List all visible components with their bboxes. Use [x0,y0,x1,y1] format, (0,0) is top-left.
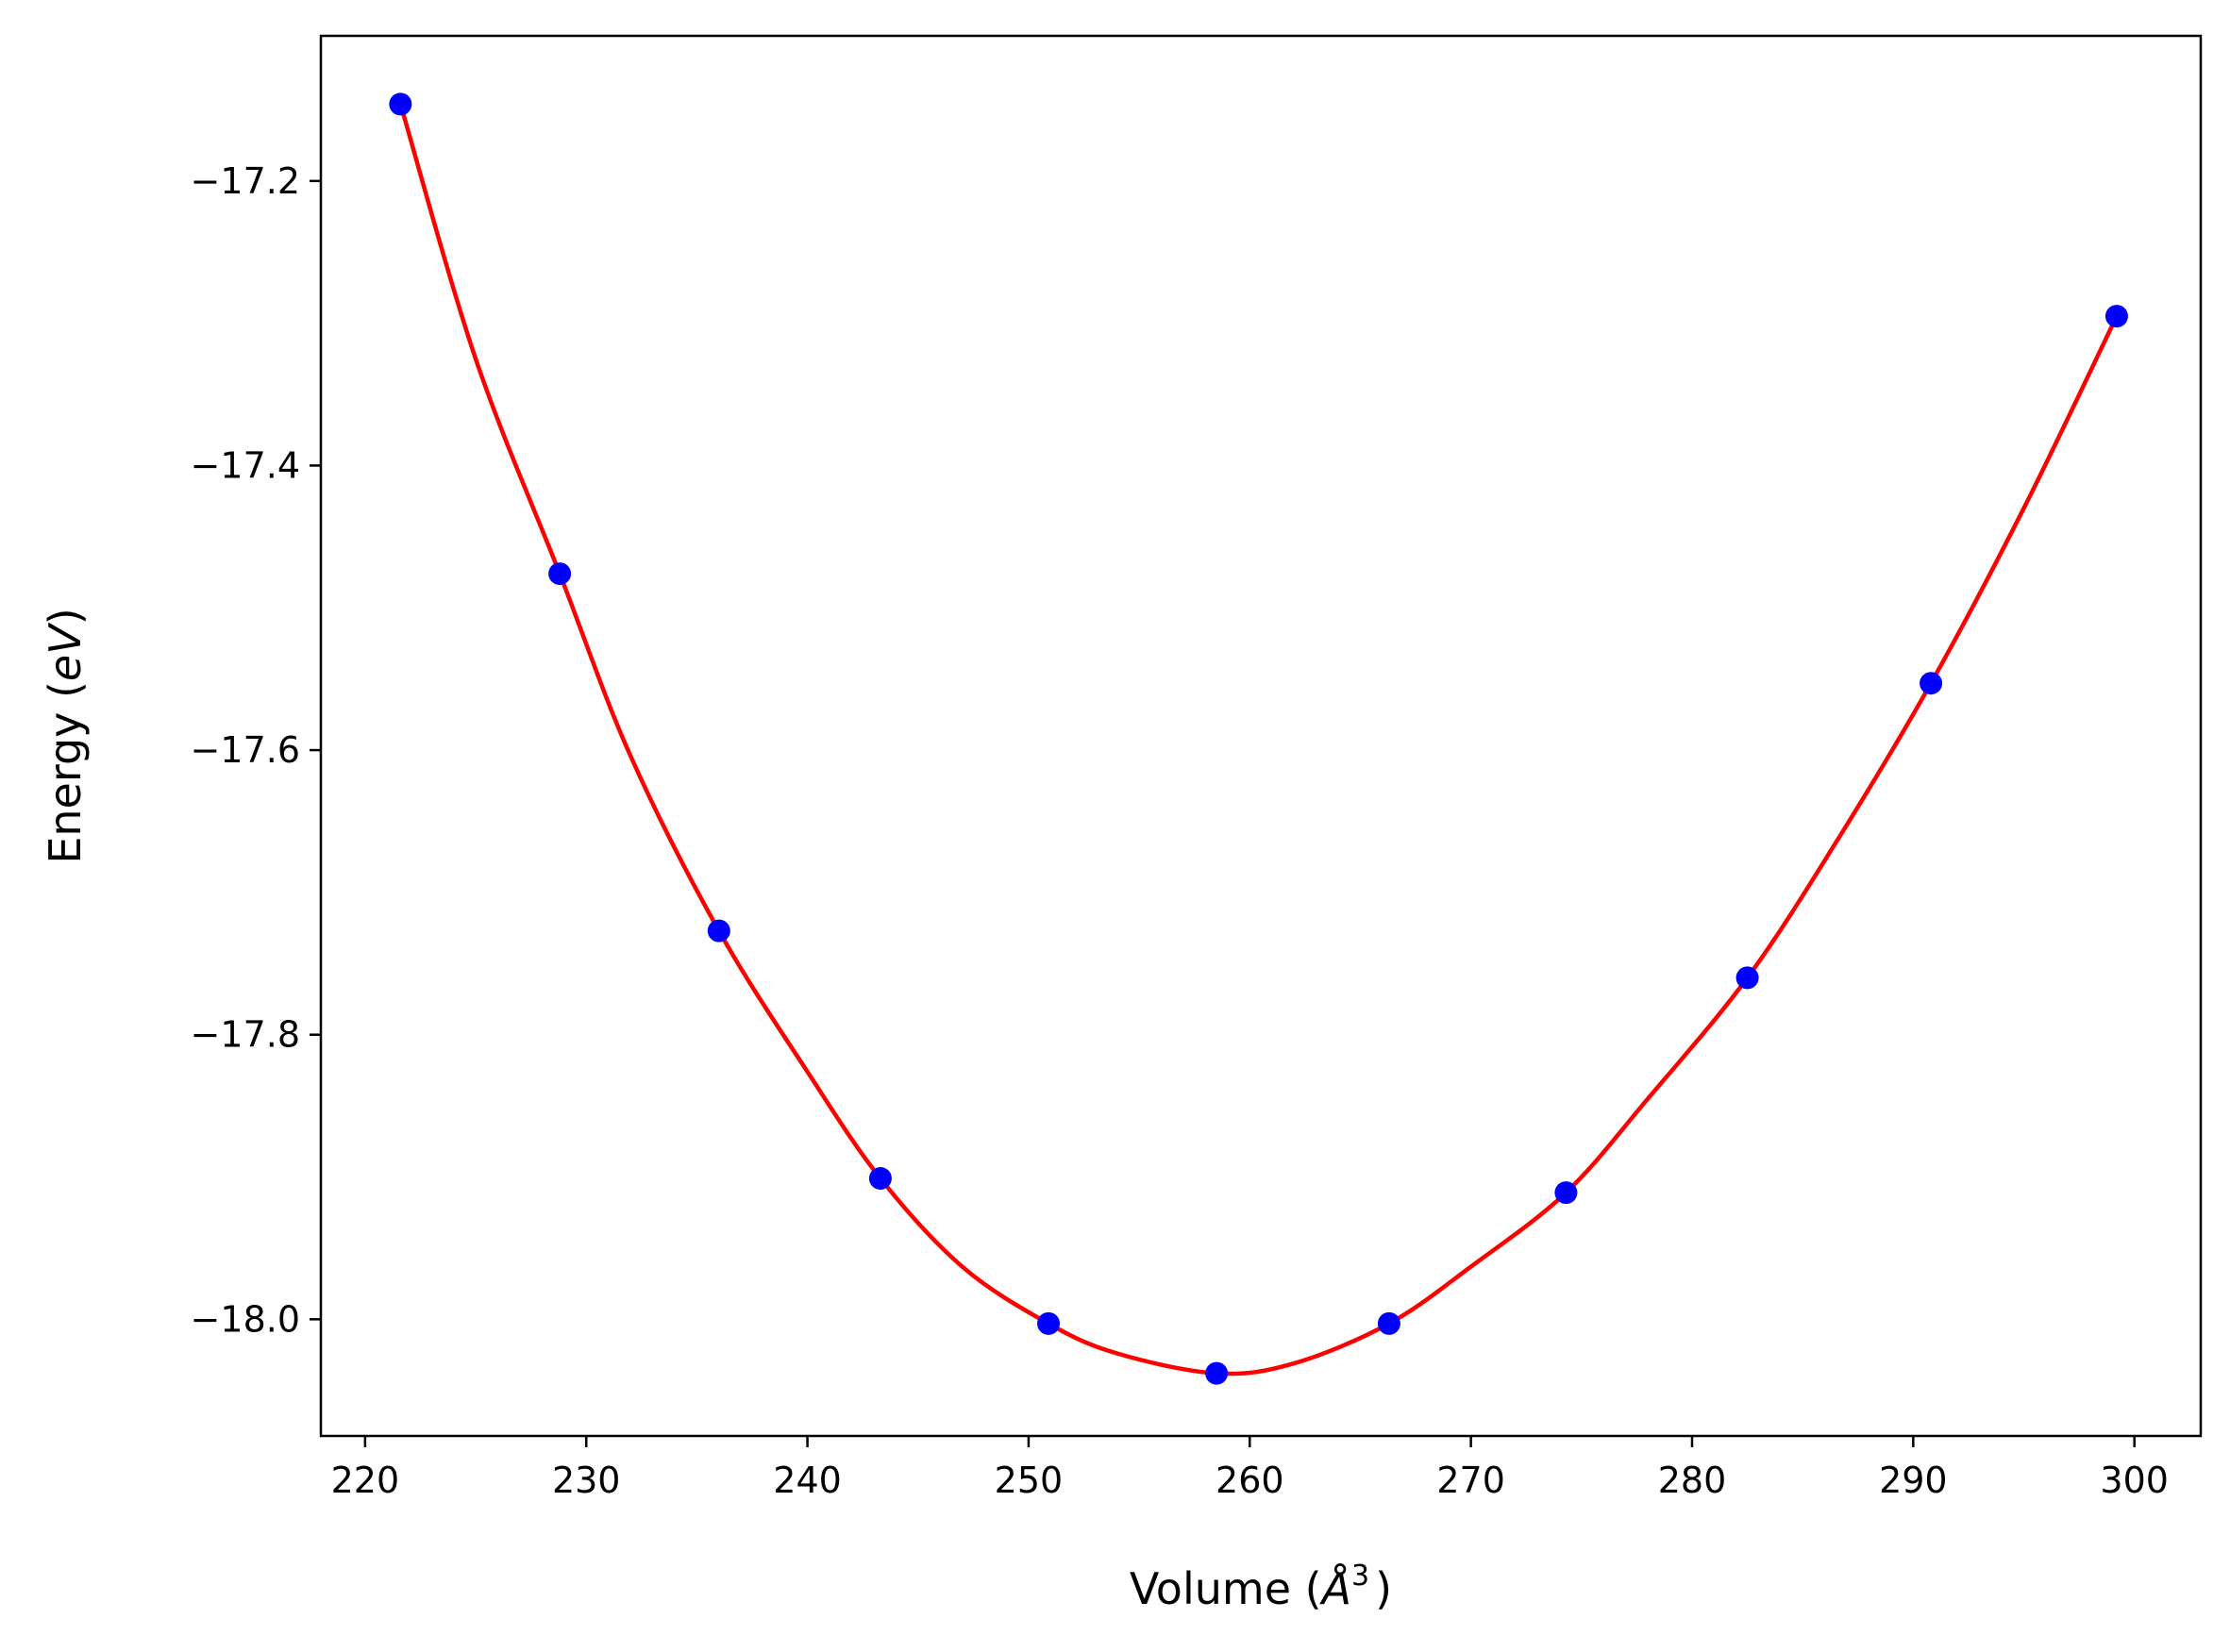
x-tick-label: 270 [1436,1460,1505,1501]
data-point [548,562,572,586]
data-point [1554,1181,1578,1205]
x-axis-label: Volume (Å3) [1130,1560,1392,1614]
x-axis-label-symbol: Å [1319,1563,1351,1614]
y-tick-label: −17.6 [191,729,300,771]
data-point [1920,672,1943,695]
data-point [707,919,730,943]
data-point [1377,1311,1400,1335]
plot-frame [319,34,2203,1438]
data-point [1205,1361,1229,1385]
x-tick-label: 220 [331,1460,400,1501]
x-tick-label: 240 [773,1460,842,1501]
y-axis-label-main: Energy ( [40,681,91,864]
y-axis-label-end: ) [40,608,91,625]
y-axis: −17.2 −17.4 −17.6 −17.8 −18.0 [191,160,321,1340]
fit-curve [398,103,2119,1377]
x-tick-label: 280 [1658,1460,1727,1501]
x-tick-label: 300 [2100,1460,2169,1501]
y-tick-label: −17.8 [191,1014,300,1056]
x-tick-label: 230 [552,1460,621,1501]
y-axis-label-unit: eV [40,622,91,681]
y-tick-label: −17.2 [191,160,300,202]
y-tick-label: −18.0 [191,1298,300,1340]
data-point [2104,305,2128,328]
data-point [389,92,412,116]
x-axis-label-superscript: 3 [1351,1560,1369,1593]
x-tick-label: 260 [1216,1460,1284,1501]
x-axis-label-main: Volume ( [1130,1563,1322,1614]
x-axis: 220 230 240 250 260 270 280 290 300 [331,1436,2169,1501]
x-axis-label-end: ) [1375,1563,1392,1614]
y-axis-label: Energy (eV) [40,608,91,863]
plot-layer [389,92,2128,1385]
y-tick-label: −17.4 [191,444,300,486]
x-tick-label: 290 [1879,1460,1948,1501]
data-point [1735,966,1759,990]
data-point [1037,1311,1061,1335]
x-tick-label: 250 [995,1460,1064,1501]
data-point [868,1167,892,1191]
